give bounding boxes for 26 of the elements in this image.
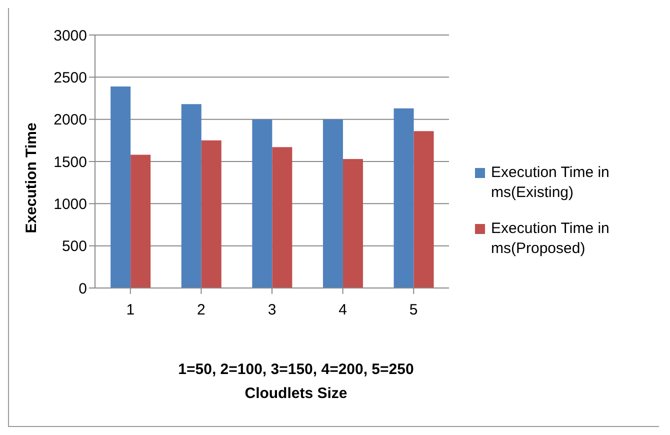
y-tick-label: 2500 <box>54 69 87 86</box>
legend-label: Execution Time in ms(Proposed) <box>491 219 610 259</box>
y-tick-label: 3000 <box>54 27 87 44</box>
bar <box>394 108 414 288</box>
bar <box>272 147 292 288</box>
bar <box>201 140 222 288</box>
x-tick-label: 1 <box>126 302 135 319</box>
x-tick-label: 2 <box>197 302 206 319</box>
x-tick-label: 4 <box>338 302 347 319</box>
bar <box>322 119 343 288</box>
y-tick-label: 0 <box>78 280 87 298</box>
x-tick-label: 5 <box>409 302 418 319</box>
y-tick-label: 2000 <box>54 112 87 129</box>
y-tick-label: 1500 <box>54 154 87 171</box>
y-tick-label: 500 <box>62 238 87 256</box>
legend-label: Execution Time in ms(Existing) <box>491 163 610 203</box>
bar <box>130 154 151 288</box>
x-tick-label: 3 <box>268 302 276 319</box>
bar <box>110 86 131 288</box>
bar <box>342 158 363 288</box>
bar <box>414 131 434 288</box>
y-tick-label: 1000 <box>54 196 87 213</box>
y-axis-title: Execution Time <box>23 122 40 234</box>
bar <box>181 104 202 288</box>
x-axis-title: 1=50, 2=100, 3=150, 4=200, 5=250 Cloudlets Size <box>178 361 414 402</box>
bar <box>252 119 272 288</box>
